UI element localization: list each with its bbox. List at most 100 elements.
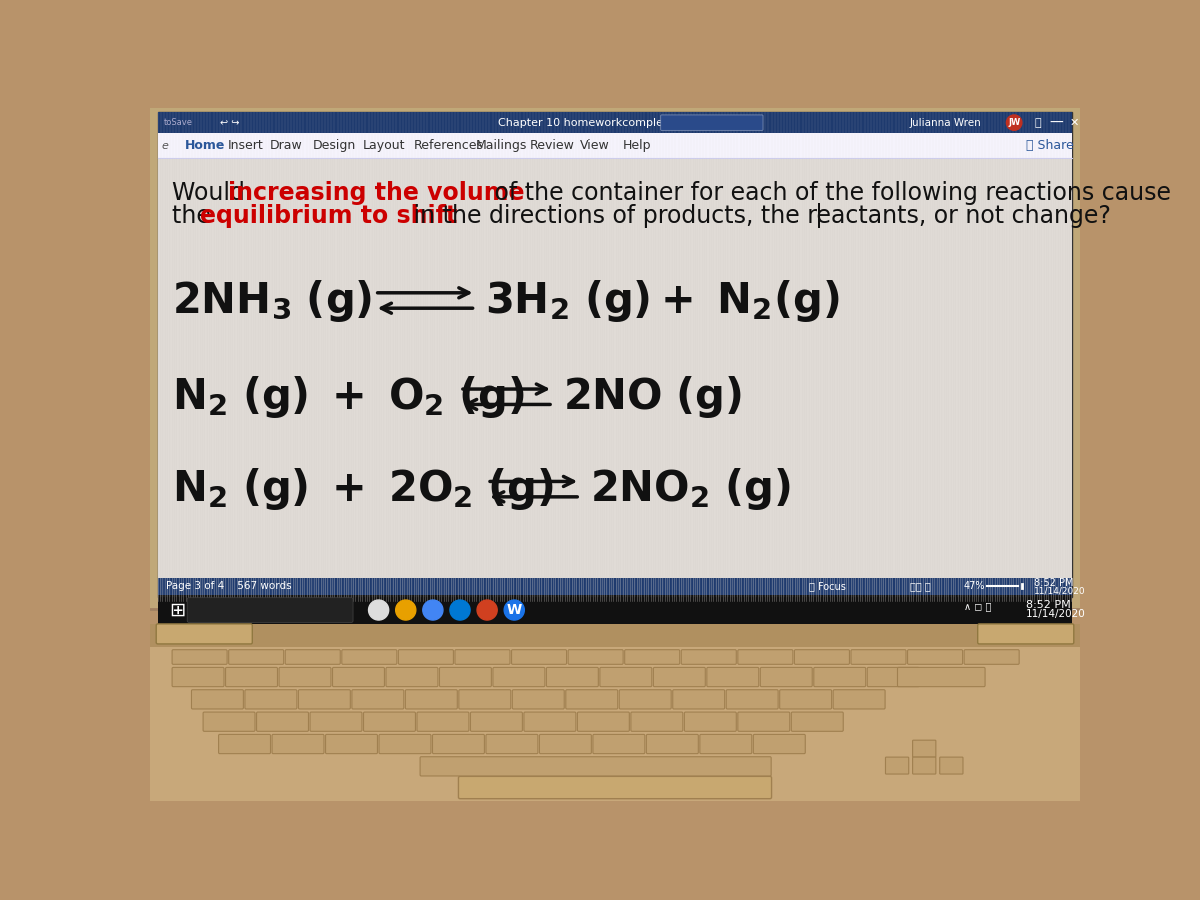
Text: Help: Help (623, 140, 652, 152)
FancyBboxPatch shape (833, 689, 886, 709)
Text: Home: Home (185, 140, 226, 152)
FancyBboxPatch shape (310, 712, 362, 732)
Text: References: References (414, 140, 484, 152)
FancyBboxPatch shape (203, 712, 256, 732)
Text: Review: Review (529, 140, 575, 152)
FancyBboxPatch shape (700, 734, 751, 753)
Text: 🗖: 🗖 (1034, 118, 1040, 128)
Text: 47%: 47% (964, 581, 985, 591)
Text: View: View (580, 140, 610, 152)
FancyBboxPatch shape (458, 689, 511, 709)
FancyBboxPatch shape (187, 598, 353, 623)
FancyBboxPatch shape (157, 158, 1073, 601)
FancyBboxPatch shape (398, 650, 454, 664)
Circle shape (396, 600, 416, 620)
FancyBboxPatch shape (257, 712, 308, 732)
Circle shape (450, 600, 470, 620)
FancyBboxPatch shape (600, 668, 652, 687)
Text: 🔗 Share: 🔗 Share (1026, 140, 1074, 152)
Text: Julianna Wren: Julianna Wren (910, 118, 982, 128)
FancyBboxPatch shape (157, 595, 1073, 625)
Text: $\mathbf{3H_2\ (g)+\ N_2(g)}$: $\mathbf{3H_2\ (g)+\ N_2(g)}$ (485, 277, 839, 323)
Circle shape (478, 600, 497, 620)
FancyBboxPatch shape (682, 650, 737, 664)
Text: 🔍: 🔍 (198, 604, 205, 617)
FancyBboxPatch shape (707, 668, 758, 687)
Text: 8:52 PM: 8:52 PM (1033, 578, 1073, 588)
FancyBboxPatch shape (540, 734, 592, 753)
Text: ✕: ✕ (1070, 118, 1079, 128)
Text: Layout: Layout (364, 140, 406, 152)
FancyBboxPatch shape (406, 689, 457, 709)
Text: Page 3 of 4    567 words: Page 3 of 4 567 words (166, 581, 292, 591)
FancyBboxPatch shape (332, 668, 384, 687)
FancyBboxPatch shape (524, 712, 576, 732)
FancyBboxPatch shape (738, 650, 793, 664)
Text: $\mathbf{2NO\ (g)}$: $\mathbf{2NO\ (g)}$ (563, 374, 742, 419)
FancyBboxPatch shape (286, 650, 341, 664)
FancyBboxPatch shape (794, 650, 850, 664)
Text: 🎯 Focus: 🎯 Focus (809, 581, 846, 591)
FancyBboxPatch shape (325, 734, 378, 753)
FancyBboxPatch shape (156, 624, 252, 644)
FancyBboxPatch shape (619, 689, 671, 709)
FancyBboxPatch shape (416, 712, 469, 732)
Text: ∧ ◻ 🔊: ∧ ◻ 🔊 (964, 601, 991, 611)
Text: 11/14/2020: 11/14/2020 (1033, 586, 1085, 595)
FancyBboxPatch shape (458, 777, 772, 798)
FancyBboxPatch shape (386, 668, 438, 687)
Text: the: the (172, 203, 218, 228)
FancyBboxPatch shape (780, 689, 832, 709)
FancyBboxPatch shape (143, 647, 1087, 801)
FancyBboxPatch shape (684, 712, 737, 732)
FancyBboxPatch shape (245, 689, 296, 709)
Text: $\mathbf{N_2\ (g)\ +\ 2O_2\ (g)}$: $\mathbf{N_2\ (g)\ +\ 2O_2\ (g)}$ (172, 466, 553, 512)
FancyBboxPatch shape (272, 734, 324, 753)
Text: increasing the volume: increasing the volume (228, 181, 524, 204)
Circle shape (1007, 115, 1022, 130)
FancyBboxPatch shape (907, 650, 962, 664)
FancyBboxPatch shape (342, 650, 397, 664)
FancyBboxPatch shape (299, 689, 350, 709)
FancyBboxPatch shape (898, 668, 985, 687)
FancyBboxPatch shape (738, 712, 790, 732)
FancyBboxPatch shape (192, 689, 244, 709)
Text: Type here to search: Type here to search (214, 604, 330, 617)
Text: W: W (506, 603, 522, 617)
Text: e: e (162, 140, 168, 150)
Text: ⊞: ⊞ (169, 600, 186, 619)
FancyBboxPatch shape (229, 650, 283, 664)
FancyBboxPatch shape (631, 712, 683, 732)
FancyBboxPatch shape (754, 734, 805, 753)
FancyBboxPatch shape (143, 624, 1087, 647)
FancyBboxPatch shape (647, 734, 698, 753)
FancyBboxPatch shape (486, 734, 538, 753)
FancyBboxPatch shape (814, 668, 865, 687)
FancyBboxPatch shape (913, 740, 936, 757)
FancyBboxPatch shape (726, 689, 778, 709)
FancyBboxPatch shape (172, 650, 227, 664)
FancyBboxPatch shape (470, 712, 522, 732)
Text: Draw: Draw (270, 140, 302, 152)
FancyBboxPatch shape (940, 757, 962, 774)
Text: 11/14/2020: 11/14/2020 (1026, 609, 1086, 619)
FancyBboxPatch shape (439, 668, 491, 687)
Text: 🔍 Search: 🔍 Search (672, 118, 714, 128)
Text: $\mathbf{N_2\ (g)\ +\ O_2\ (g)}$: $\mathbf{N_2\ (g)\ +\ O_2\ (g)}$ (172, 374, 524, 419)
FancyBboxPatch shape (157, 133, 1073, 158)
FancyBboxPatch shape (964, 650, 1019, 664)
FancyBboxPatch shape (565, 689, 618, 709)
Text: ⬜⬜ 🖼: ⬜⬜ 🖼 (910, 581, 930, 591)
FancyBboxPatch shape (673, 689, 725, 709)
FancyBboxPatch shape (455, 650, 510, 664)
FancyBboxPatch shape (172, 668, 224, 687)
FancyBboxPatch shape (568, 650, 623, 664)
FancyBboxPatch shape (886, 757, 908, 774)
FancyBboxPatch shape (978, 624, 1074, 644)
Text: $\mathbf{2NH_3\ (g)}$: $\mathbf{2NH_3\ (g)}$ (172, 277, 372, 323)
FancyBboxPatch shape (868, 668, 919, 687)
FancyBboxPatch shape (511, 650, 566, 664)
FancyBboxPatch shape (218, 734, 270, 753)
FancyBboxPatch shape (143, 100, 1087, 608)
Text: $\mathbf{2NO_2\ (g)}$: $\mathbf{2NO_2\ (g)}$ (590, 466, 791, 512)
